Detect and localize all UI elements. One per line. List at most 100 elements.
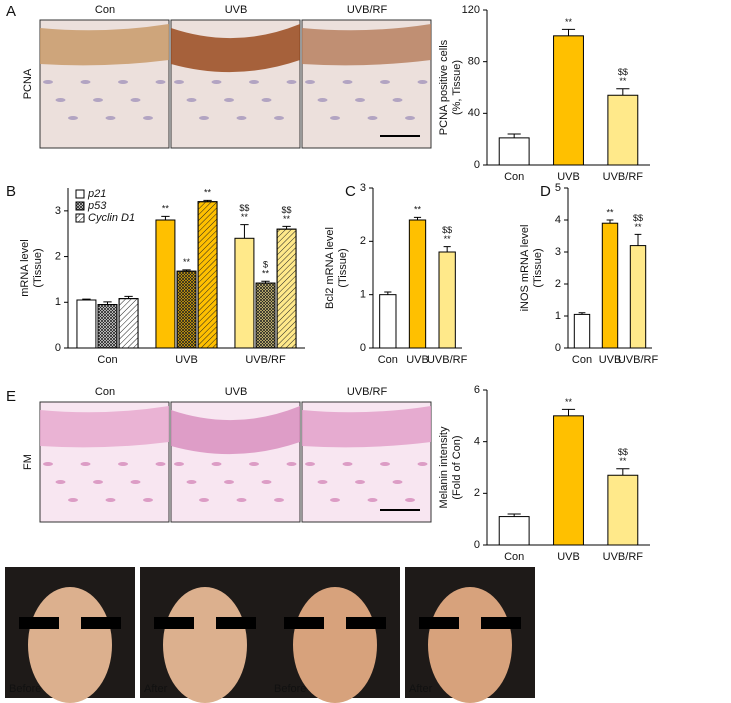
y-tick-label: 0 — [474, 159, 480, 171]
epidermis — [40, 24, 169, 66]
x-tick-label: UVB — [175, 354, 198, 366]
bar — [629, 245, 647, 349]
cell — [405, 498, 415, 502]
error-bar — [507, 133, 521, 138]
eye-mask — [346, 617, 386, 629]
error-bar — [203, 199, 212, 202]
significance-mark: ** — [183, 257, 191, 267]
cell — [261, 98, 272, 102]
cell — [236, 116, 247, 120]
significance-mark: ** — [634, 222, 642, 232]
y-tick-label: 3 — [55, 205, 61, 217]
cell — [286, 80, 297, 84]
cell — [105, 498, 116, 502]
row-label: FM — [22, 454, 34, 470]
x-tick-label: UVB/RF — [427, 354, 468, 366]
error-bar — [124, 295, 133, 299]
bar-hatch — [97, 304, 118, 349]
significance-mark: $ — [263, 260, 268, 270]
x-tick-label: UVB/RF — [618, 354, 659, 366]
cell — [55, 480, 66, 484]
cell — [55, 98, 66, 102]
eye-mask — [284, 617, 324, 629]
panel-letter: D — [540, 183, 551, 200]
significance-mark: ** — [283, 214, 291, 224]
eye-mask — [154, 617, 194, 629]
x-tick-label: UVB — [599, 354, 622, 366]
bar-hatch — [197, 201, 218, 349]
cell — [186, 98, 197, 102]
x-tick-label: Con — [378, 354, 398, 366]
y-axis-label: (Tissue) — [337, 248, 349, 287]
y-tick-label: 0 — [55, 342, 61, 354]
bar — [498, 516, 530, 546]
x-tick-label: UVB/RF — [603, 171, 644, 183]
bar — [553, 415, 584, 546]
bar — [607, 94, 639, 166]
x-tick-label: Con — [504, 551, 524, 563]
cell — [417, 462, 428, 466]
face — [293, 587, 377, 703]
bar — [438, 251, 456, 349]
y-tick-label: 1 — [555, 310, 561, 322]
y-tick-label: 6 — [474, 384, 480, 396]
significance-mark: $$ — [618, 67, 628, 77]
significance-mark: ** — [414, 205, 422, 215]
significance-mark: ** — [565, 397, 573, 407]
cell — [224, 480, 234, 484]
cell — [224, 98, 234, 102]
column-label: Con — [95, 4, 115, 16]
column-label: UVB — [225, 4, 248, 16]
x-tick-label: UVB — [557, 551, 580, 563]
column-label: Con — [95, 386, 115, 398]
error-bar — [443, 246, 451, 252]
epidermis — [302, 24, 431, 66]
column-label: UVB — [225, 386, 248, 398]
y-tick-label: 0 — [474, 539, 480, 551]
panel-letter: E — [6, 388, 16, 405]
significance-mark: ** — [565, 17, 573, 27]
error-bar — [161, 215, 170, 220]
x-tick-label: UVB — [557, 171, 580, 183]
bar-hatch — [276, 228, 297, 349]
cell — [317, 98, 328, 102]
cell — [155, 80, 166, 84]
y-axis-label: iNOS mRNA level — [519, 225, 531, 312]
cell — [367, 116, 378, 120]
error-bar — [634, 233, 642, 246]
significance-mark: $$ — [239, 203, 249, 213]
cell — [80, 462, 91, 466]
cell — [68, 116, 78, 120]
cell — [236, 498, 247, 502]
cell — [118, 462, 128, 466]
epidermis — [302, 406, 431, 448]
y-tick-label: 40 — [468, 107, 480, 119]
y-tick-label: 4 — [474, 436, 480, 448]
row-label: PCNA — [22, 68, 34, 99]
significance-mark: ** — [262, 269, 270, 279]
cell — [130, 480, 141, 484]
y-tick-label: 4 — [555, 214, 561, 226]
significance-mark: ** — [204, 188, 212, 198]
cell — [417, 80, 428, 84]
legend-swatch-hatch — [75, 213, 85, 223]
error-bar — [82, 298, 91, 300]
y-axis-label: (Tissue) — [532, 248, 544, 287]
cell — [43, 80, 53, 84]
y-axis-label: Melanin intensity — [438, 426, 450, 508]
bar — [498, 137, 530, 166]
cell — [317, 480, 328, 484]
y-tick-label: 2 — [360, 235, 366, 247]
error-bar — [616, 468, 630, 476]
cell — [367, 498, 378, 502]
cell — [330, 116, 340, 120]
legend-swatch-hatch — [75, 201, 85, 211]
panel-letter: B — [6, 183, 16, 200]
x-tick-label: Con — [97, 354, 117, 366]
cell — [199, 116, 209, 120]
cell — [249, 462, 259, 466]
bar — [607, 474, 639, 546]
cell — [105, 116, 116, 120]
eye-mask — [216, 617, 256, 629]
